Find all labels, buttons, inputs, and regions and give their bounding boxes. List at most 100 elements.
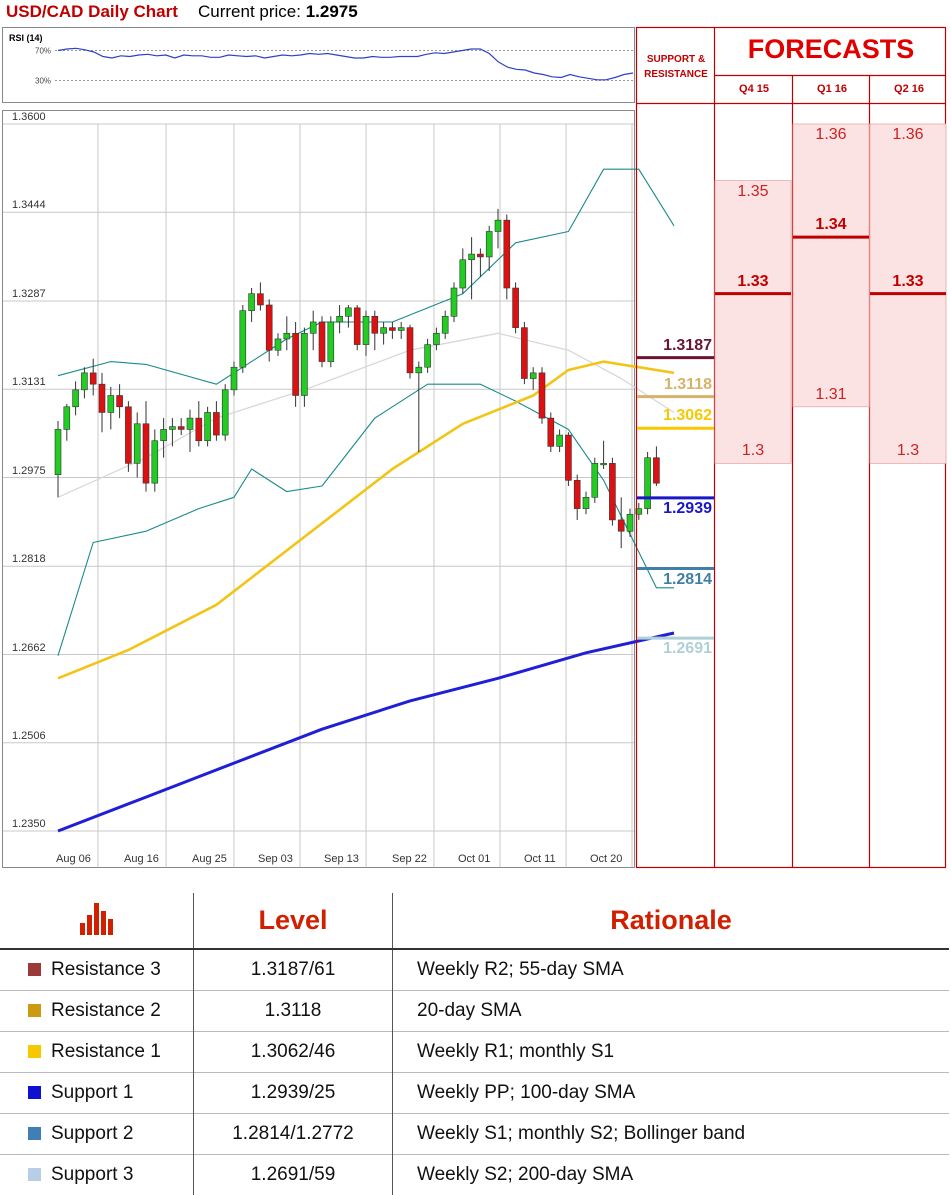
- candle-body: [371, 316, 379, 334]
- sr-header-line2: RESISTANCE: [644, 69, 708, 80]
- candle-body: [353, 307, 361, 345]
- date-tick-label: Sep 13: [324, 853, 359, 865]
- table-row: Resistance 3 1.3187/61 Weekly R2; 55-day…: [0, 948, 949, 991]
- row-rationale: Weekly PP; 100-day SMA: [392, 1072, 949, 1114]
- current-price-value: 1.2975: [305, 2, 358, 21]
- row-level: 1.2939/25: [193, 1072, 393, 1114]
- candle-body: [116, 395, 123, 408]
- table-row: Resistance 1 1.3062/46 Weekly R1; monthl…: [0, 1031, 949, 1073]
- candle-body: [107, 395, 115, 413]
- candle-body: [397, 327, 405, 331]
- candle-body: [318, 321, 326, 362]
- resistance-1-swatch: [28, 1045, 41, 1058]
- candle-body: [591, 463, 599, 498]
- rationale-column-header: Rationale: [392, 893, 949, 950]
- sr-header-line1: SUPPORT &: [646, 54, 706, 65]
- forecast-central: 1.33: [737, 272, 769, 290]
- row-rationale: Weekly R1; monthly S1: [392, 1031, 949, 1073]
- candle-body: [327, 321, 335, 362]
- table-row: Resistance 2 1.3118 20-day SMA: [0, 990, 949, 1032]
- candle-body: [213, 412, 220, 436]
- candle-body: [503, 219, 511, 289]
- row-level: 1.3062/46: [193, 1031, 393, 1073]
- candle-body: [177, 426, 185, 430]
- forecast-central: 1.34: [815, 216, 847, 234]
- sr-level-label: 1.2814: [663, 570, 712, 588]
- candle-body: [494, 219, 502, 232]
- levels-table-header: Level Rationale: [0, 893, 949, 950]
- candle-body: [617, 519, 625, 532]
- candle-body: [626, 513, 634, 532]
- row-rationale: Weekly S1; monthly S2; Bollinger band: [392, 1113, 949, 1155]
- candle-body: [283, 332, 291, 340]
- row-rationale: Weekly R2; 55-day SMA: [392, 948, 949, 991]
- sr-level-label: 1.3187: [663, 336, 712, 354]
- current-price-label: Current price:: [198, 2, 301, 21]
- forecast-high: 1.36: [815, 126, 847, 143]
- candle-body: [186, 417, 194, 430]
- forecast-high: 1.35: [737, 182, 769, 200]
- date-tick-label: Sep 22: [392, 853, 427, 865]
- chart-canvas: 70% 30%: [2, 26, 947, 869]
- sr-level-label: 1.2939: [663, 499, 712, 517]
- candle-body: [98, 383, 106, 413]
- candle-body: [257, 293, 264, 306]
- candle-body: [433, 332, 440, 345]
- candle-body: [609, 463, 616, 521]
- candle-body: [274, 338, 282, 351]
- candle-body: [538, 372, 546, 419]
- price-tick-label: 1.2818: [12, 553, 46, 566]
- candle-body: [362, 316, 370, 345]
- candle-body: [521, 327, 528, 379]
- forecast-central: 1.33: [892, 272, 924, 290]
- current-price: Current price: 1.2975: [198, 2, 358, 22]
- forecast-high: 1.36: [892, 126, 924, 143]
- candle-body: [565, 434, 572, 481]
- table-row: Support 3 1.2691/59 Weekly S2; 200-day S…: [0, 1154, 949, 1195]
- forecast-col-q1-16: Q1 16: [817, 83, 847, 95]
- price-tick-label: 1.2350: [12, 818, 46, 830]
- table-icon-cell: [0, 893, 194, 950]
- row-level: 1.3187/61: [193, 948, 393, 991]
- candle-body: [573, 480, 581, 509]
- candle-body: [424, 344, 431, 368]
- candle-body: [600, 463, 607, 466]
- price-tick-label: 1.2662: [12, 641, 46, 654]
- candle-body: [345, 307, 352, 317]
- date-tick-label: Aug 16: [124, 853, 159, 865]
- rsi-line: [57, 47, 634, 81]
- sr-level-label: 1.3062: [663, 407, 712, 425]
- price-tick-label: 1.3287: [12, 288, 46, 301]
- date-tick-label: Oct 11: [524, 853, 556, 865]
- candle-body: [169, 426, 176, 430]
- row-name: Resistance 2: [51, 1000, 161, 1021]
- chart-title: USD/CAD Daily Chart: [6, 2, 178, 21]
- price-tick-label: 1.3600: [12, 111, 46, 123]
- date-tick-label: Aug 25: [192, 853, 227, 865]
- candle-body: [477, 253, 484, 258]
- candle-body: [653, 457, 660, 484]
- candle-body: [89, 372, 97, 385]
- row-rationale: Weekly S2; 200-day SMA: [392, 1154, 949, 1195]
- date-tick-label: Oct 01: [458, 853, 491, 865]
- row-name: Support 1: [51, 1082, 134, 1103]
- candle-body: [547, 417, 555, 447]
- candle-body: [441, 316, 449, 334]
- sma200-line: [57, 631, 675, 833]
- candle-body: [468, 253, 475, 261]
- rationale-header-text: Rationale: [610, 905, 732, 935]
- candle-body: [125, 406, 132, 464]
- bar-chart-icon: [79, 902, 113, 935]
- sma55-line: [57, 360, 675, 680]
- support-1-swatch: [28, 1086, 41, 1099]
- rsi-title: RSI (14): [9, 33, 43, 43]
- price-panel-frame: [2, 110, 635, 868]
- candle-body: [204, 412, 211, 442]
- row-name: Support 2: [51, 1123, 134, 1144]
- candle-body: [160, 429, 167, 442]
- candle-body: [644, 457, 651, 509]
- candle-body: [380, 327, 387, 334]
- candle-body: [512, 287, 519, 328]
- resistance-2-swatch: [28, 1004, 41, 1017]
- forecast-low: 1.3: [741, 442, 765, 460]
